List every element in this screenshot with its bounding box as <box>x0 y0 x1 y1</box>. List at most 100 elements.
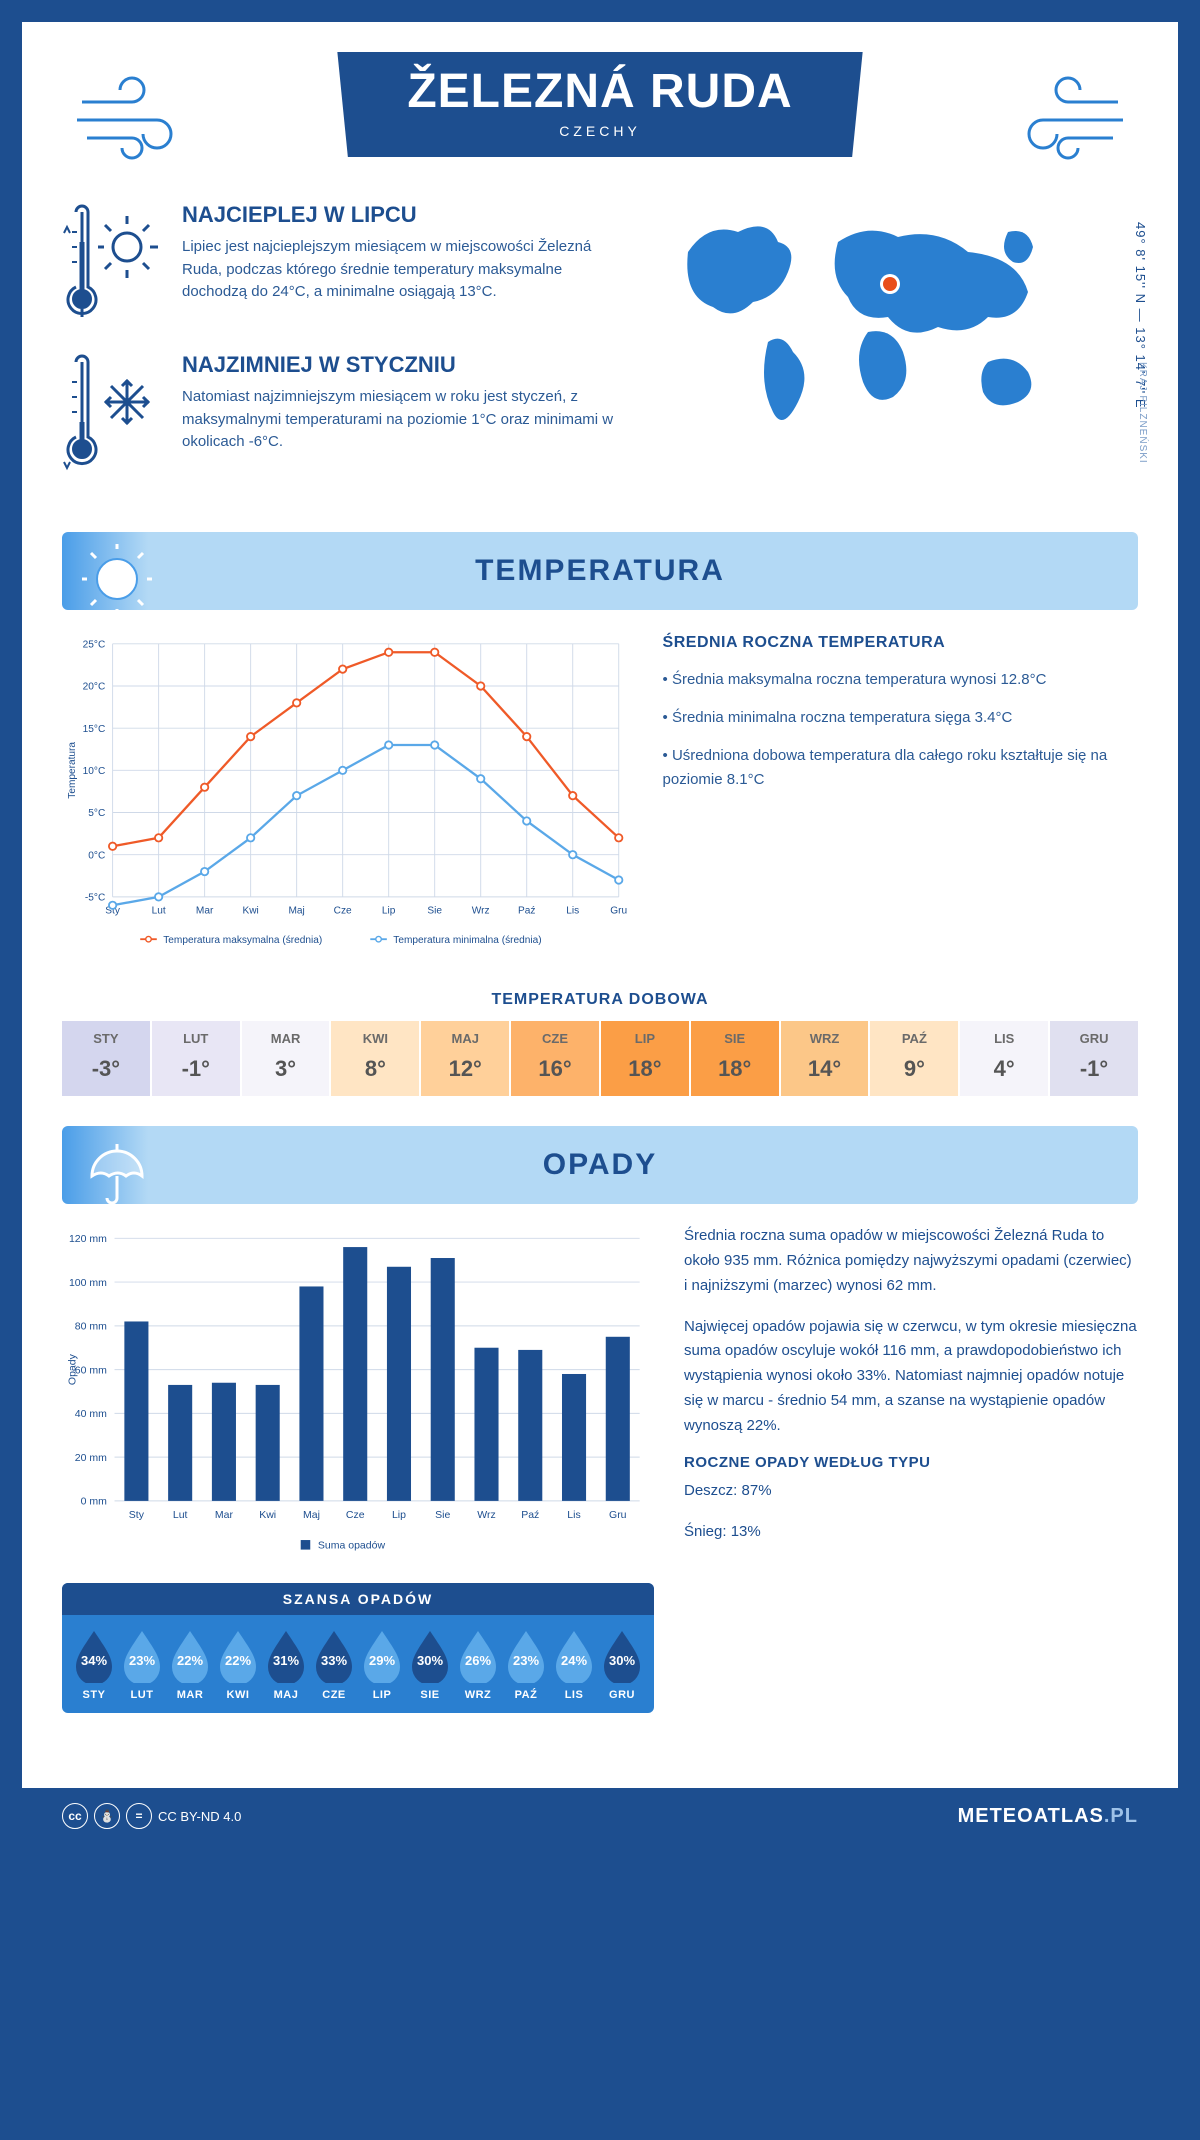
chance-cell: 33%CZE <box>312 1629 356 1701</box>
chance-cell: 30%GRU <box>600 1629 644 1701</box>
page-title: ŽELEZNÁ RUDA <box>407 64 792 119</box>
svg-text:15°C: 15°C <box>83 724 106 735</box>
sun-icon <box>82 544 152 619</box>
svg-text:25°C: 25°C <box>83 639 106 650</box>
license: cc ⛄ = CC BY-ND 4.0 <box>62 1803 241 1829</box>
svg-text:Gru: Gru <box>610 905 627 916</box>
svg-text:Wrz: Wrz <box>472 905 490 916</box>
svg-text:20 mm: 20 mm <box>75 1452 107 1464</box>
svg-text:Mar: Mar <box>215 1509 234 1521</box>
page: ŽELEZNÁ RUDA CZECHY <box>20 20 1180 1846</box>
summary-heading: ŚREDNIA ROCZNA TEMPERATURA <box>663 630 1138 656</box>
svg-text:Lip: Lip <box>392 1509 406 1521</box>
svg-text:Wrz: Wrz <box>477 1509 495 1521</box>
fact-text: Natomiast najzimniejszym miesiącem w rok… <box>182 386 628 454</box>
brand-ext: .PL <box>1104 1805 1138 1827</box>
header: ŽELEZNÁ RUDA CZECHY <box>62 52 1138 192</box>
chance-cell: 31%MAJ <box>264 1629 308 1701</box>
summary-bullet: Uśredniona dobowa temperatura dla całego… <box>663 744 1138 792</box>
svg-text:Temperatura: Temperatura <box>67 742 78 799</box>
svg-text:Lis: Lis <box>566 905 579 916</box>
region-label: KRAJ PILZNEŃSKI <box>1137 362 1148 464</box>
chance-cell: 26%WRZ <box>456 1629 500 1701</box>
precipitation-summary: Średnia roczna suma opadów w miejscowośc… <box>684 1224 1138 1713</box>
precipitation-banner: OPADY <box>62 1126 1138 1204</box>
nd-icon: = <box>126 1803 152 1829</box>
svg-text:Cze: Cze <box>334 905 352 916</box>
svg-text:-5°C: -5°C <box>85 893 105 904</box>
brand-name: METEOATLAS <box>958 1805 1104 1827</box>
chance-cell: 30%SIE <box>408 1629 452 1701</box>
summary-bullet: Średnia minimalna roczna temperatura się… <box>663 706 1138 730</box>
chance-cell: 23%LUT <box>120 1629 164 1701</box>
fact-warmest: NAJCIEPLEJ W LIPCU Lipiec jest najcieple… <box>62 202 628 327</box>
title-banner: ŽELEZNÁ RUDA CZECHY <box>337 52 862 157</box>
svg-text:Suma opadów: Suma opadów <box>318 1540 386 1552</box>
chance-cell: 29%LIP <box>360 1629 404 1701</box>
daily-cell: SIE18° <box>691 1021 781 1096</box>
svg-text:120 mm: 120 mm <box>69 1233 107 1245</box>
svg-text:Lut: Lut <box>173 1509 188 1521</box>
svg-text:80 mm: 80 mm <box>75 1321 107 1333</box>
svg-text:Kwi: Kwi <box>259 1509 276 1521</box>
daily-cell: PAŹ9° <box>870 1021 960 1096</box>
chance-cell: 23%PAŹ <box>504 1629 548 1701</box>
svg-text:Sty: Sty <box>129 1509 145 1521</box>
chance-cell: 24%LIS <box>552 1629 596 1701</box>
daily-cell: WRZ14° <box>781 1021 871 1096</box>
fact-title: NAJZIMNIEJ W STYCZNIU <box>182 352 628 378</box>
temperature-chart: -5°C0°C5°C10°C15°C20°C25°CStyLutMarKwiMa… <box>62 630 633 966</box>
section-title: OPADY <box>62 1148 1138 1182</box>
section-title: TEMPERATURA <box>62 554 1138 588</box>
precip-type-rain: Deszcz: 87% <box>684 1479 1138 1504</box>
svg-text:Temperatura maksymalna (średni: Temperatura maksymalna (średnia) <box>163 935 322 946</box>
by-icon: ⛄ <box>94 1803 120 1829</box>
svg-text:Cze: Cze <box>346 1509 365 1521</box>
chance-box: SZANSA OPADÓW 34%STY23%LUT22%MAR22%KWI31… <box>62 1583 654 1713</box>
svg-text:Lip: Lip <box>382 905 396 916</box>
daily-temp-heading: TEMPERATURA DOBOWA <box>62 991 1138 1009</box>
footer: cc ⛄ = CC BY-ND 4.0 METEOATLAS.PL <box>22 1788 1178 1844</box>
daily-cell: LIP18° <box>601 1021 691 1096</box>
fact-title: NAJCIEPLEJ W LIPCU <box>182 202 628 228</box>
svg-text:Kwi: Kwi <box>243 905 259 916</box>
svg-text:20°C: 20°C <box>83 682 106 693</box>
precip-type-snow: Śnieg: 13% <box>684 1520 1138 1545</box>
summary-bullet: Średnia maksymalna roczna temperatura wy… <box>663 668 1138 692</box>
daily-cell: MAJ12° <box>421 1021 511 1096</box>
chance-cell: 34%STY <box>72 1629 116 1701</box>
svg-text:Paź: Paź <box>518 905 535 916</box>
daily-cell: CZE16° <box>511 1021 601 1096</box>
precip-type-heading: ROCZNE OPADY WEDŁUG TYPU <box>684 1454 1138 1471</box>
world-map: 49° 8' 15'' N — 13° 14' 7'' E KRAJ PILZN… <box>658 202 1138 502</box>
svg-text:Lis: Lis <box>567 1509 580 1521</box>
summary-text: Średnia roczna suma opadów w miejscowośc… <box>684 1224 1138 1298</box>
brand: METEOATLAS.PL <box>958 1805 1138 1828</box>
chance-cell: 22%KWI <box>216 1629 260 1701</box>
svg-text:5°C: 5°C <box>88 808 105 819</box>
daily-temp-table: STY-3°LUT-1°MAR3°KWI8°MAJ12°CZE16°LIP18°… <box>62 1021 1138 1096</box>
daily-cell: LIS4° <box>960 1021 1050 1096</box>
chance-title: SZANSA OPADÓW <box>62 1583 654 1615</box>
temperature-banner: TEMPERATURA <box>62 532 1138 610</box>
svg-text:Lut: Lut <box>152 905 166 916</box>
svg-text:Paź: Paź <box>521 1509 539 1521</box>
temperature-summary: ŚREDNIA ROCZNA TEMPERATURA Średnia maksy… <box>663 630 1138 966</box>
chance-cell: 22%MAR <box>168 1629 212 1701</box>
svg-text:100 mm: 100 mm <box>69 1277 107 1289</box>
cc-icon: cc <box>62 1803 88 1829</box>
svg-text:10°C: 10°C <box>83 766 106 777</box>
svg-text:Temperatura minimalna (średnia: Temperatura minimalna (średnia) <box>393 935 541 946</box>
daily-cell: STY-3° <box>62 1021 152 1096</box>
daily-cell: GRU-1° <box>1050 1021 1138 1096</box>
precipitation-chart: 0 mm 20 mm 40 mm 60 mm 80 mm 100 mm 120 mm Opad… <box>62 1224 654 1713</box>
svg-text:Opady: Opady <box>66 1354 78 1386</box>
svg-text:Maj: Maj <box>303 1509 320 1521</box>
fact-coldest: NAJZIMNIEJ W STYCZNIU Natomiast najzimni… <box>62 352 628 477</box>
svg-text:40 mm: 40 mm <box>75 1408 107 1420</box>
svg-text:0 mm: 0 mm <box>81 1496 108 1508</box>
svg-text:Maj: Maj <box>289 905 305 916</box>
daily-cell: MAR3° <box>242 1021 332 1096</box>
svg-text:Sie: Sie <box>435 1509 450 1521</box>
svg-text:60 mm: 60 mm <box>75 1365 107 1377</box>
